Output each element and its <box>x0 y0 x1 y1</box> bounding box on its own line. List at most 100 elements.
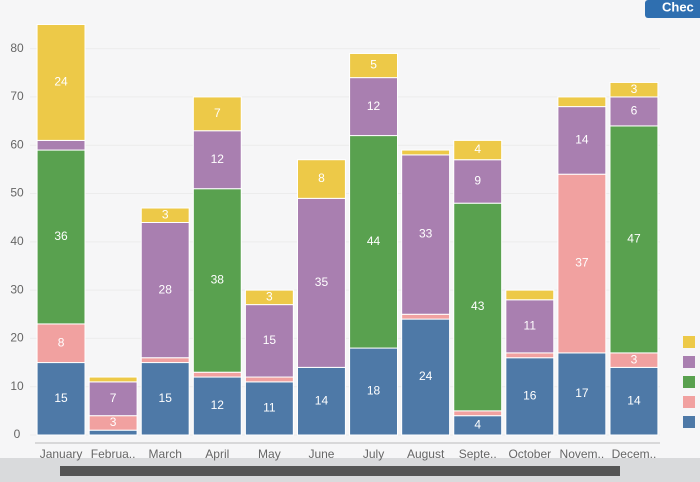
bar-segment <box>36 323 86 364</box>
data-label: 17 <box>575 386 589 400</box>
bar-segment <box>453 202 503 412</box>
bar-segment <box>192 130 242 190</box>
x-tick-label: July <box>363 447 384 461</box>
x-tick-label: October <box>508 447 551 461</box>
bar-segment <box>401 149 451 156</box>
data-label: 7 <box>110 391 117 405</box>
data-label: 6 <box>631 104 638 118</box>
data-label: 18 <box>367 384 381 398</box>
data-label: 3 <box>631 352 638 366</box>
button-label[interactable]: Chec <box>662 0 694 14</box>
bar-segment <box>609 96 659 127</box>
bar-segment <box>88 381 138 417</box>
data-label: 28 <box>159 282 173 296</box>
data-label: 4 <box>474 418 481 432</box>
bar-segment <box>192 188 242 373</box>
bar-segment <box>349 77 399 137</box>
data-label: 12 <box>211 398 225 412</box>
data-label: 14 <box>315 393 329 407</box>
data-label: 43 <box>471 299 485 313</box>
bar-segment <box>244 376 294 383</box>
data-label: 15 <box>54 391 68 405</box>
bar-segment <box>192 376 242 436</box>
y-tick-label: 10 <box>10 379 24 393</box>
data-label: 11 <box>524 319 537 333</box>
x-tick-label: Decem.. <box>612 447 657 461</box>
bar-segment <box>609 81 659 98</box>
data-label: 35 <box>315 275 329 289</box>
bar-segment <box>192 96 242 132</box>
data-label: 15 <box>159 391 173 405</box>
check-button[interactable] <box>645 0 700 18</box>
bar-segment <box>557 106 607 175</box>
data-label: 3 <box>266 290 273 304</box>
data-label: 24 <box>54 75 68 89</box>
data-label: 36 <box>54 229 68 243</box>
x-tick-label: March <box>149 447 182 461</box>
data-label: 3 <box>110 415 117 429</box>
legend-swatch <box>683 396 695 408</box>
data-label: 3 <box>162 207 169 221</box>
bar-segment <box>557 173 607 354</box>
data-label: 12 <box>211 152 225 166</box>
x-tick-label: Februa.. <box>91 447 136 461</box>
data-label: 11 <box>263 401 276 415</box>
x-tick-label: August <box>407 447 445 461</box>
legend-swatch <box>683 336 695 348</box>
y-tick-label: 20 <box>10 331 24 345</box>
data-label: 4 <box>474 142 481 156</box>
data-label: 9 <box>474 174 481 188</box>
bar-segment <box>505 289 555 301</box>
y-tick-label: 50 <box>10 186 24 200</box>
bar-segment <box>401 313 451 320</box>
data-label: 8 <box>318 171 325 185</box>
data-label: 3 <box>631 82 638 96</box>
data-label: 12 <box>367 99 381 113</box>
x-tick-label: January <box>40 447 83 461</box>
y-tick-label: 30 <box>10 282 24 296</box>
y-tick-label: 60 <box>10 137 24 151</box>
data-label: 47 <box>627 232 641 246</box>
bar-segment <box>349 52 399 79</box>
bar-segment <box>244 381 294 436</box>
bar-segment <box>297 159 346 199</box>
bar-segment <box>140 357 190 364</box>
x-tick-label: May <box>258 447 281 461</box>
bar-segment <box>88 376 138 383</box>
bar-segment <box>297 366 346 436</box>
y-tick-label: 40 <box>10 234 24 248</box>
y-tick-label: 80 <box>10 41 24 55</box>
bar-segment <box>557 352 607 436</box>
data-label: 15 <box>263 333 277 347</box>
y-tick-label: 70 <box>10 89 24 103</box>
data-label: 14 <box>627 393 641 407</box>
data-label: 33 <box>419 227 433 241</box>
data-label: 44 <box>367 234 381 248</box>
data-label: 24 <box>419 369 433 383</box>
bar-segment <box>36 149 86 325</box>
y-tick-label: 0 <box>14 427 21 441</box>
data-label: 14 <box>575 133 589 147</box>
bar-segment <box>244 289 294 306</box>
bar-segment <box>192 371 242 378</box>
x-tick-label: Septe.. <box>459 447 497 461</box>
bar-segment <box>505 352 555 359</box>
data-label: 7 <box>214 106 221 120</box>
legend-swatch <box>683 416 695 428</box>
bar-segment <box>401 154 451 315</box>
data-label: 16 <box>523 389 537 403</box>
bar-segment <box>349 347 399 436</box>
data-label: 5 <box>370 58 377 72</box>
bar-segment <box>140 362 190 436</box>
x-tick-label: Novem.. <box>560 447 605 461</box>
bar-segment <box>453 410 503 417</box>
legend-swatch <box>683 356 695 368</box>
bar-segment <box>505 299 555 354</box>
bar-segment <box>88 429 138 436</box>
bar-segment <box>557 96 607 108</box>
data-label: 37 <box>575 256 589 270</box>
bar-segment <box>297 197 346 368</box>
data-label: 8 <box>58 335 65 349</box>
bar-segment <box>609 366 659 436</box>
